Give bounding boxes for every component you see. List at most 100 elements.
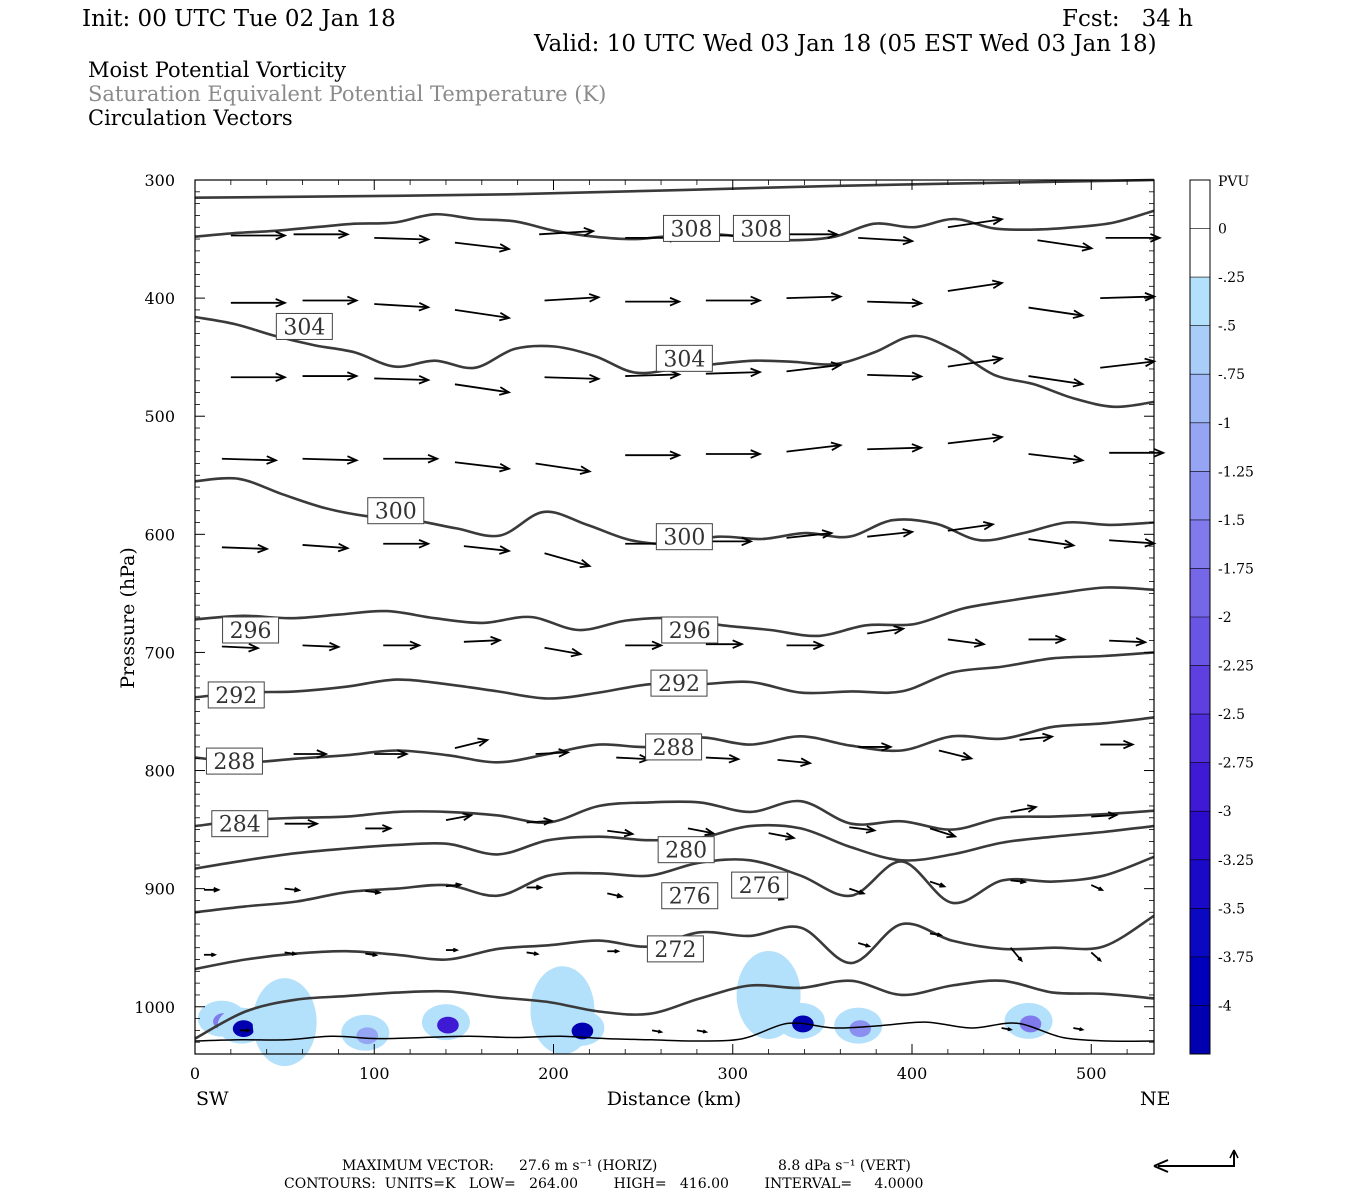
vector-head <box>1019 878 1028 885</box>
vector-head <box>337 542 350 553</box>
circulation-vector <box>867 298 924 308</box>
vector-head <box>213 887 221 893</box>
vector-head <box>374 889 382 895</box>
vector-head <box>750 449 763 459</box>
vector-head <box>452 947 460 953</box>
circulation-vector <box>284 818 320 829</box>
forecast-hour: Fcst: 34 h <box>1062 6 1193 32</box>
circulation-vector <box>230 372 288 382</box>
vector-head <box>651 640 664 651</box>
vector-shaft <box>1010 879 1026 883</box>
theta-es-contour <box>194 979 1155 1040</box>
vector-shaft <box>544 646 581 655</box>
max-vector-label: MAXIMUM VECTOR: <box>342 1158 494 1174</box>
vector-head <box>1007 1027 1013 1032</box>
vector-head <box>1072 378 1085 388</box>
circulation-vector <box>302 455 359 465</box>
vector-head <box>346 455 359 465</box>
contour-label-box <box>661 616 719 644</box>
vector-head <box>704 827 716 836</box>
vector-shaft <box>302 544 348 550</box>
circulation-vector <box>786 640 825 651</box>
vector-shaft <box>947 523 993 532</box>
colorbar-bin <box>1190 422 1210 472</box>
vector-shaft <box>947 282 1002 292</box>
vector-shaft <box>786 532 832 539</box>
theta-es-contour <box>194 855 1155 914</box>
circulation-vector <box>867 625 906 635</box>
vector-head <box>1081 242 1094 252</box>
vector-shaft <box>374 377 429 381</box>
colorbar-bin <box>1190 714 1210 764</box>
circulation-vector <box>1091 811 1119 820</box>
vector-shaft <box>454 739 488 749</box>
vector-shaft <box>929 880 945 888</box>
circulation-vector <box>239 1028 252 1033</box>
vector-head <box>991 279 1005 289</box>
circulation-vector <box>284 951 298 956</box>
vector-head <box>623 828 635 838</box>
contour-label-box <box>650 669 708 697</box>
vector-head <box>570 647 583 658</box>
colorbar-bin <box>1190 180 1210 230</box>
vector-head <box>499 386 512 396</box>
circulation-vector <box>365 824 393 833</box>
colorbar-bin <box>1190 277 1210 327</box>
reference-vector-icon <box>1153 1149 1239 1173</box>
vector-head <box>750 367 763 378</box>
vector-shaft <box>454 461 510 470</box>
vector-head <box>293 886 302 893</box>
circulation-vector <box>782 229 840 240</box>
circulation-vector <box>1100 739 1135 750</box>
circulation-vector <box>1019 732 1055 743</box>
vector-head <box>1079 1027 1085 1032</box>
circulation-vector <box>625 296 682 307</box>
circulation-vector <box>867 371 924 381</box>
colorbar-tick-label: -2.25 <box>1218 659 1254 675</box>
vector-shaft <box>1028 453 1083 462</box>
vector-head <box>462 812 474 821</box>
circulation-vector <box>383 454 440 464</box>
colorbar-bin <box>1190 1005 1210 1055</box>
vector-head <box>946 829 958 839</box>
circulation-vector <box>463 545 512 555</box>
pv-fill-layer <box>197 950 1053 1067</box>
circulation-vector <box>1028 306 1085 319</box>
vector-shaft <box>1028 375 1083 385</box>
vector-shaft <box>947 357 1002 368</box>
contour-label-box <box>661 882 719 910</box>
vector-head <box>1072 454 1085 465</box>
contour-label-text: 296 <box>230 619 272 644</box>
vector-head <box>346 371 359 381</box>
contour-label-box <box>663 214 721 242</box>
circulation-vector <box>947 638 987 648</box>
pv-patch-core <box>356 1027 379 1045</box>
vector-shaft <box>535 462 590 473</box>
y-tick-label: 400 <box>144 289 175 308</box>
circulation-vector <box>705 536 754 547</box>
circulation-vector <box>651 1029 664 1034</box>
vector-head <box>702 1029 709 1034</box>
vector-head <box>418 375 431 385</box>
vector-shaft <box>544 552 590 567</box>
vector-head <box>588 373 601 384</box>
colorbar-tick-label: -.25 <box>1218 270 1245 286</box>
vector-head <box>558 748 571 758</box>
vector-head <box>1063 539 1076 549</box>
contour-labels: 308 308 304 304 300 300 296 296 292 292 288 288 284 2… <box>205 214 790 963</box>
vector-shaft <box>849 826 875 832</box>
vector-shaft <box>848 887 864 895</box>
vector-head <box>257 543 270 554</box>
colorbar-bin <box>1190 859 1210 909</box>
circulation-vector <box>445 882 463 888</box>
vector-shaft <box>1028 538 1074 547</box>
vector-shaft <box>539 230 594 236</box>
contour-label-text: 308 <box>671 217 713 242</box>
vector-head <box>973 638 987 648</box>
circulation-vector <box>454 383 512 396</box>
vector-head <box>1026 804 1039 813</box>
vector-head <box>382 824 393 833</box>
vector-head <box>614 948 621 954</box>
contour-label: 304 <box>655 344 713 372</box>
circulation-vector <box>705 449 763 459</box>
